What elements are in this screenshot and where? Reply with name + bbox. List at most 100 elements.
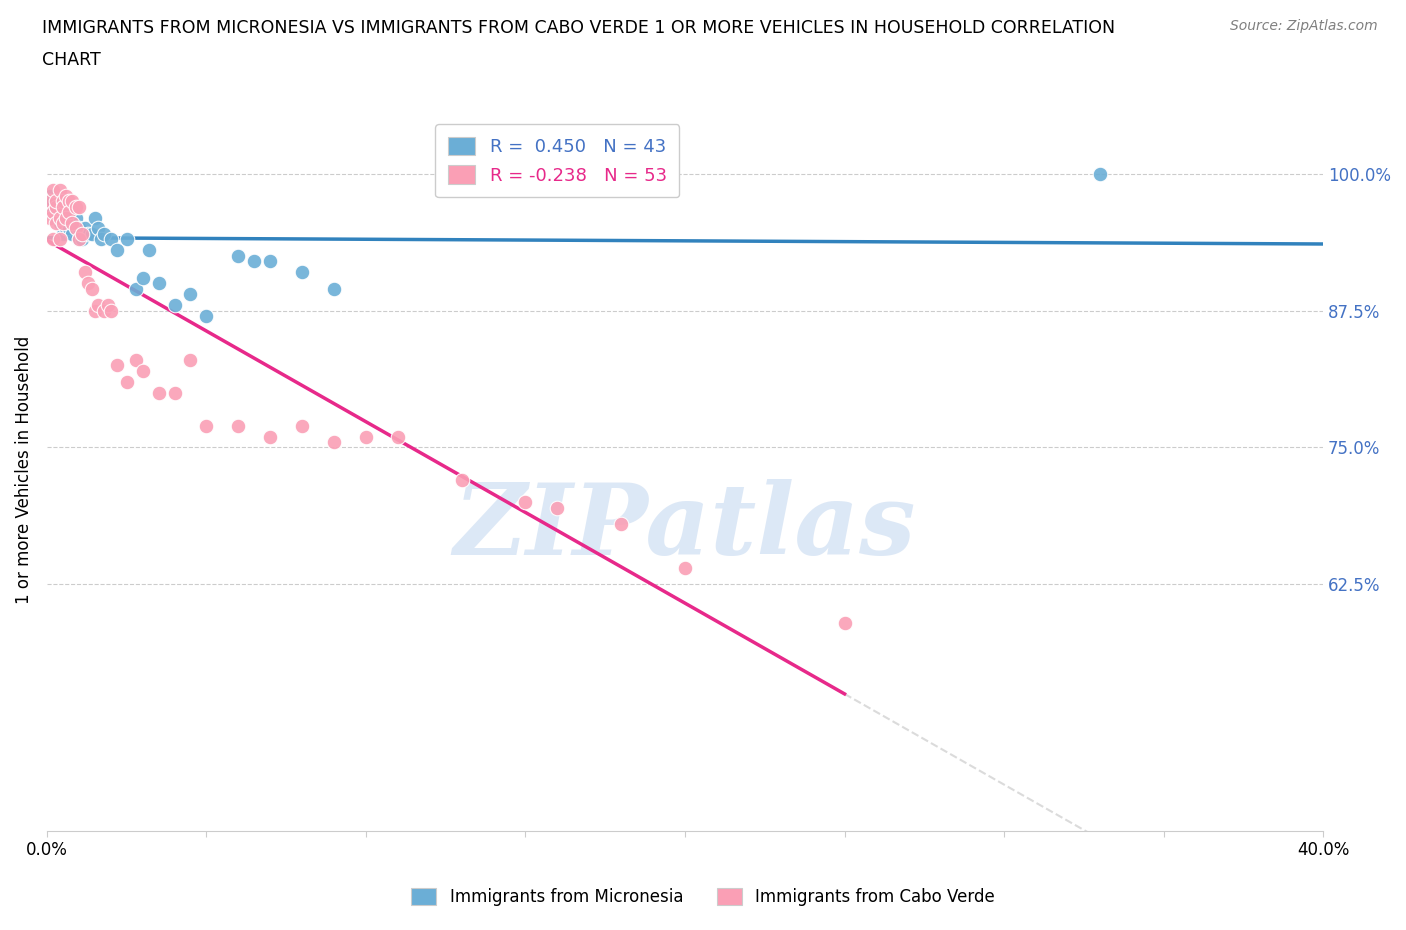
Point	[58, 205, 80, 219]
Point	[100, 232, 122, 246]
Point	[450, 472, 472, 487]
Point	[323, 434, 346, 449]
Point	[291, 418, 314, 433]
Point	[387, 429, 409, 444]
Point	[834, 616, 856, 631]
Point	[138, 243, 160, 258]
Point	[62, 216, 84, 231]
Point	[42, 232, 65, 246]
Point	[58, 221, 80, 236]
Point	[77, 227, 100, 242]
Point	[195, 309, 218, 324]
Point	[100, 303, 122, 318]
Point	[115, 232, 138, 246]
Point	[125, 281, 148, 296]
Point	[48, 182, 70, 197]
Point	[65, 221, 87, 236]
Point	[80, 281, 103, 296]
Point	[87, 298, 110, 312]
Point	[83, 210, 105, 225]
Point	[45, 216, 67, 231]
Point	[323, 281, 346, 296]
Point	[80, 227, 103, 242]
Point	[75, 221, 97, 236]
Point	[87, 221, 110, 236]
Point	[55, 210, 77, 225]
Point	[70, 232, 93, 246]
Point	[58, 193, 80, 208]
Point	[179, 286, 201, 301]
Legend: Immigrants from Micronesia, Immigrants from Cabo Verde: Immigrants from Micronesia, Immigrants f…	[405, 881, 1001, 912]
Text: IMMIGRANTS FROM MICRONESIA VS IMMIGRANTS FROM CABO VERDE 1 OR MORE VEHICLES IN H: IMMIGRANTS FROM MICRONESIA VS IMMIGRANTS…	[42, 19, 1115, 36]
Point	[52, 210, 75, 225]
Point	[243, 254, 266, 269]
Point	[90, 232, 112, 246]
Point	[39, 193, 62, 208]
Point	[55, 221, 77, 236]
Point	[42, 193, 65, 208]
Point	[83, 303, 105, 318]
Point	[42, 205, 65, 219]
Point	[55, 210, 77, 225]
Point	[65, 210, 87, 225]
Point	[48, 216, 70, 231]
Point	[67, 221, 90, 236]
Point	[610, 517, 633, 532]
Point	[67, 199, 90, 214]
Text: Source: ZipAtlas.com: Source: ZipAtlas.com	[1230, 19, 1378, 33]
Point	[55, 188, 77, 203]
Point	[62, 193, 84, 208]
Legend: R =  0.450   N = 43, R = -0.238   N = 53: R = 0.450 N = 43, R = -0.238 N = 53	[436, 125, 679, 197]
Point	[291, 265, 314, 280]
Point	[105, 243, 128, 258]
Point	[45, 193, 67, 208]
Point	[228, 248, 250, 263]
Point	[48, 232, 70, 246]
Point	[163, 298, 186, 312]
Point	[259, 254, 281, 269]
Point	[67, 232, 90, 246]
Point	[52, 216, 75, 231]
Point	[62, 205, 84, 219]
Point	[163, 385, 186, 400]
Point	[62, 227, 84, 242]
Point	[93, 227, 115, 242]
Point	[125, 352, 148, 367]
Point	[115, 375, 138, 390]
Text: ZIPatlas: ZIPatlas	[454, 479, 917, 576]
Point	[52, 227, 75, 242]
Point	[96, 298, 118, 312]
Point	[195, 418, 218, 433]
Point	[93, 303, 115, 318]
Point	[70, 227, 93, 242]
Point	[105, 358, 128, 373]
Point	[45, 210, 67, 225]
Point	[52, 199, 75, 214]
Point	[546, 500, 568, 515]
Point	[75, 265, 97, 280]
Point	[515, 495, 537, 510]
Point	[77, 276, 100, 291]
Point	[45, 199, 67, 214]
Point	[39, 199, 62, 214]
Point	[131, 271, 153, 286]
Point	[42, 182, 65, 197]
Point	[39, 188, 62, 203]
Point	[148, 276, 170, 291]
Point	[179, 352, 201, 367]
Point	[259, 429, 281, 444]
Text: CHART: CHART	[42, 51, 101, 69]
Point	[42, 205, 65, 219]
Point	[1088, 166, 1111, 181]
Point	[354, 429, 377, 444]
Point	[131, 364, 153, 379]
Point	[48, 199, 70, 214]
Point	[39, 210, 62, 225]
Y-axis label: 1 or more Vehicles in Household: 1 or more Vehicles in Household	[15, 336, 32, 604]
Point	[67, 232, 90, 246]
Point	[48, 210, 70, 225]
Point	[673, 561, 696, 576]
Point	[58, 199, 80, 214]
Point	[148, 385, 170, 400]
Point	[228, 418, 250, 433]
